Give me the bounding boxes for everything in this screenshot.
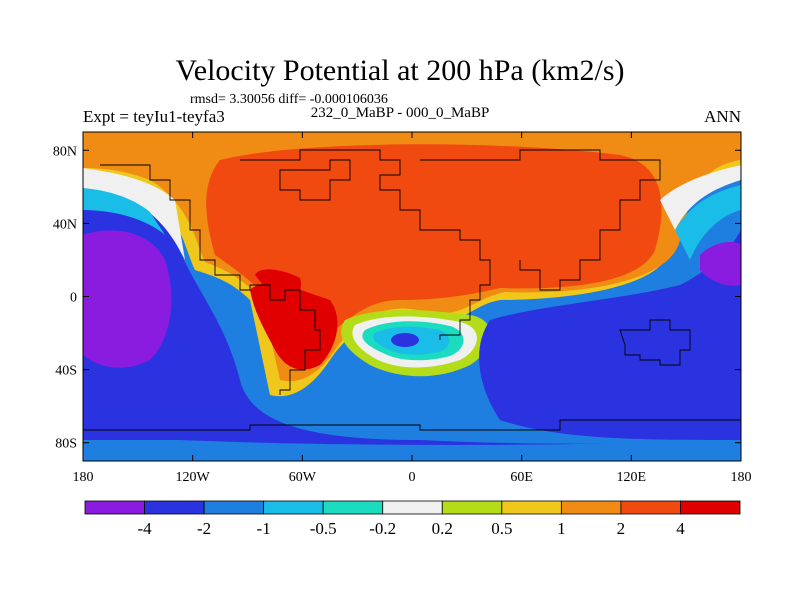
chart-stats: rmsd= 3.30056 diff= -0.000106036 [190, 92, 388, 107]
coastlines [83, 149, 741, 431]
y-tick-label: 80S [55, 437, 77, 452]
x-tick-label: 120W [176, 470, 211, 485]
contour-field [83, 132, 741, 461]
coast-australia [619, 319, 691, 366]
experiment-label: Expt = teyIu1-teyfa3 [83, 107, 225, 126]
colorbar-swatch [382, 500, 443, 515]
y-tick-label: 0 [70, 291, 77, 306]
y-tick-label: 40S [55, 364, 77, 379]
antarctic-band [83, 440, 741, 461]
colorbar-swatch [322, 500, 384, 515]
colorbar-swatch [144, 500, 205, 515]
y-tick-label: 40N [53, 217, 77, 232]
colorbar-level-label: -2 [197, 519, 211, 538]
colorbar-level-label: 4 [676, 519, 685, 538]
coast-greenland [279, 159, 351, 201]
axis-ticks: 180 120W 60W 0 60E 120E 180 80N 40N 0 40S 80S [53, 132, 752, 485]
season-label: ANN [704, 107, 741, 126]
colorbar-level-label: -0.5 [310, 519, 337, 538]
colorbar-swatch [620, 500, 681, 515]
indian-ocean-negative [479, 230, 741, 440]
colorbar-swatch [203, 500, 265, 515]
colorbar-level-label: 1 [557, 519, 566, 538]
coast-asia [420, 149, 661, 291]
colorbar-swatch [501, 500, 562, 515]
chart-title: Velocity Potential at 200 hPa (km2/s) [175, 54, 625, 87]
southern-ocean-negative [83, 180, 741, 461]
x-tick-label: 60E [510, 470, 533, 485]
colorbar-level-label: -4 [137, 519, 152, 538]
x-tick-label: 120E [617, 470, 647, 485]
north-atlantic-neutral [660, 165, 741, 230]
x-tick-label: 180 [73, 470, 94, 485]
positive-cell-b [295, 323, 325, 347]
colorbar-swatch [263, 500, 324, 515]
colorbar-level-label: 0.5 [491, 519, 512, 538]
colorbar-swatch [680, 500, 741, 515]
x-tick-label: 180 [731, 470, 752, 485]
north-atlantic-cool [675, 185, 741, 260]
x-tick-label: 0 [409, 470, 416, 485]
band-positive-3 [206, 144, 662, 342]
colorbar-level-label: 2 [617, 519, 626, 538]
colorbar-swatch [441, 500, 503, 515]
coast-south-america [250, 284, 321, 395]
colorbar-swatch [84, 500, 145, 515]
coast-antarctica [83, 419, 741, 431]
west-pacific-minimum [700, 242, 741, 286]
coast-africa-europe [240, 149, 491, 340]
colorbar-level-label: -1 [257, 519, 271, 538]
colorbar-level-label: -0.2 [369, 519, 396, 538]
colorbar: -4 -2 -1 -0.5 -0.2 0.2 0.5 1 2 4 [84, 500, 741, 538]
positive-cell-a [255, 269, 301, 302]
south-american-maximum [250, 283, 338, 370]
south-atlantic-gyre-core [391, 333, 419, 347]
pacific-minimum [83, 230, 172, 368]
north-pacific-cool [83, 188, 165, 235]
coast-north-america [100, 164, 251, 291]
colorbar-swatch [560, 500, 622, 515]
colorbar-level-label: 0.2 [432, 519, 453, 538]
x-tick-label: 60W [289, 470, 317, 485]
north-pacific-neutral [83, 168, 185, 260]
chart-subtitle: 232_0_MaBP - 000_0_MaBP [310, 105, 490, 121]
y-tick-label: 80N [53, 144, 77, 159]
